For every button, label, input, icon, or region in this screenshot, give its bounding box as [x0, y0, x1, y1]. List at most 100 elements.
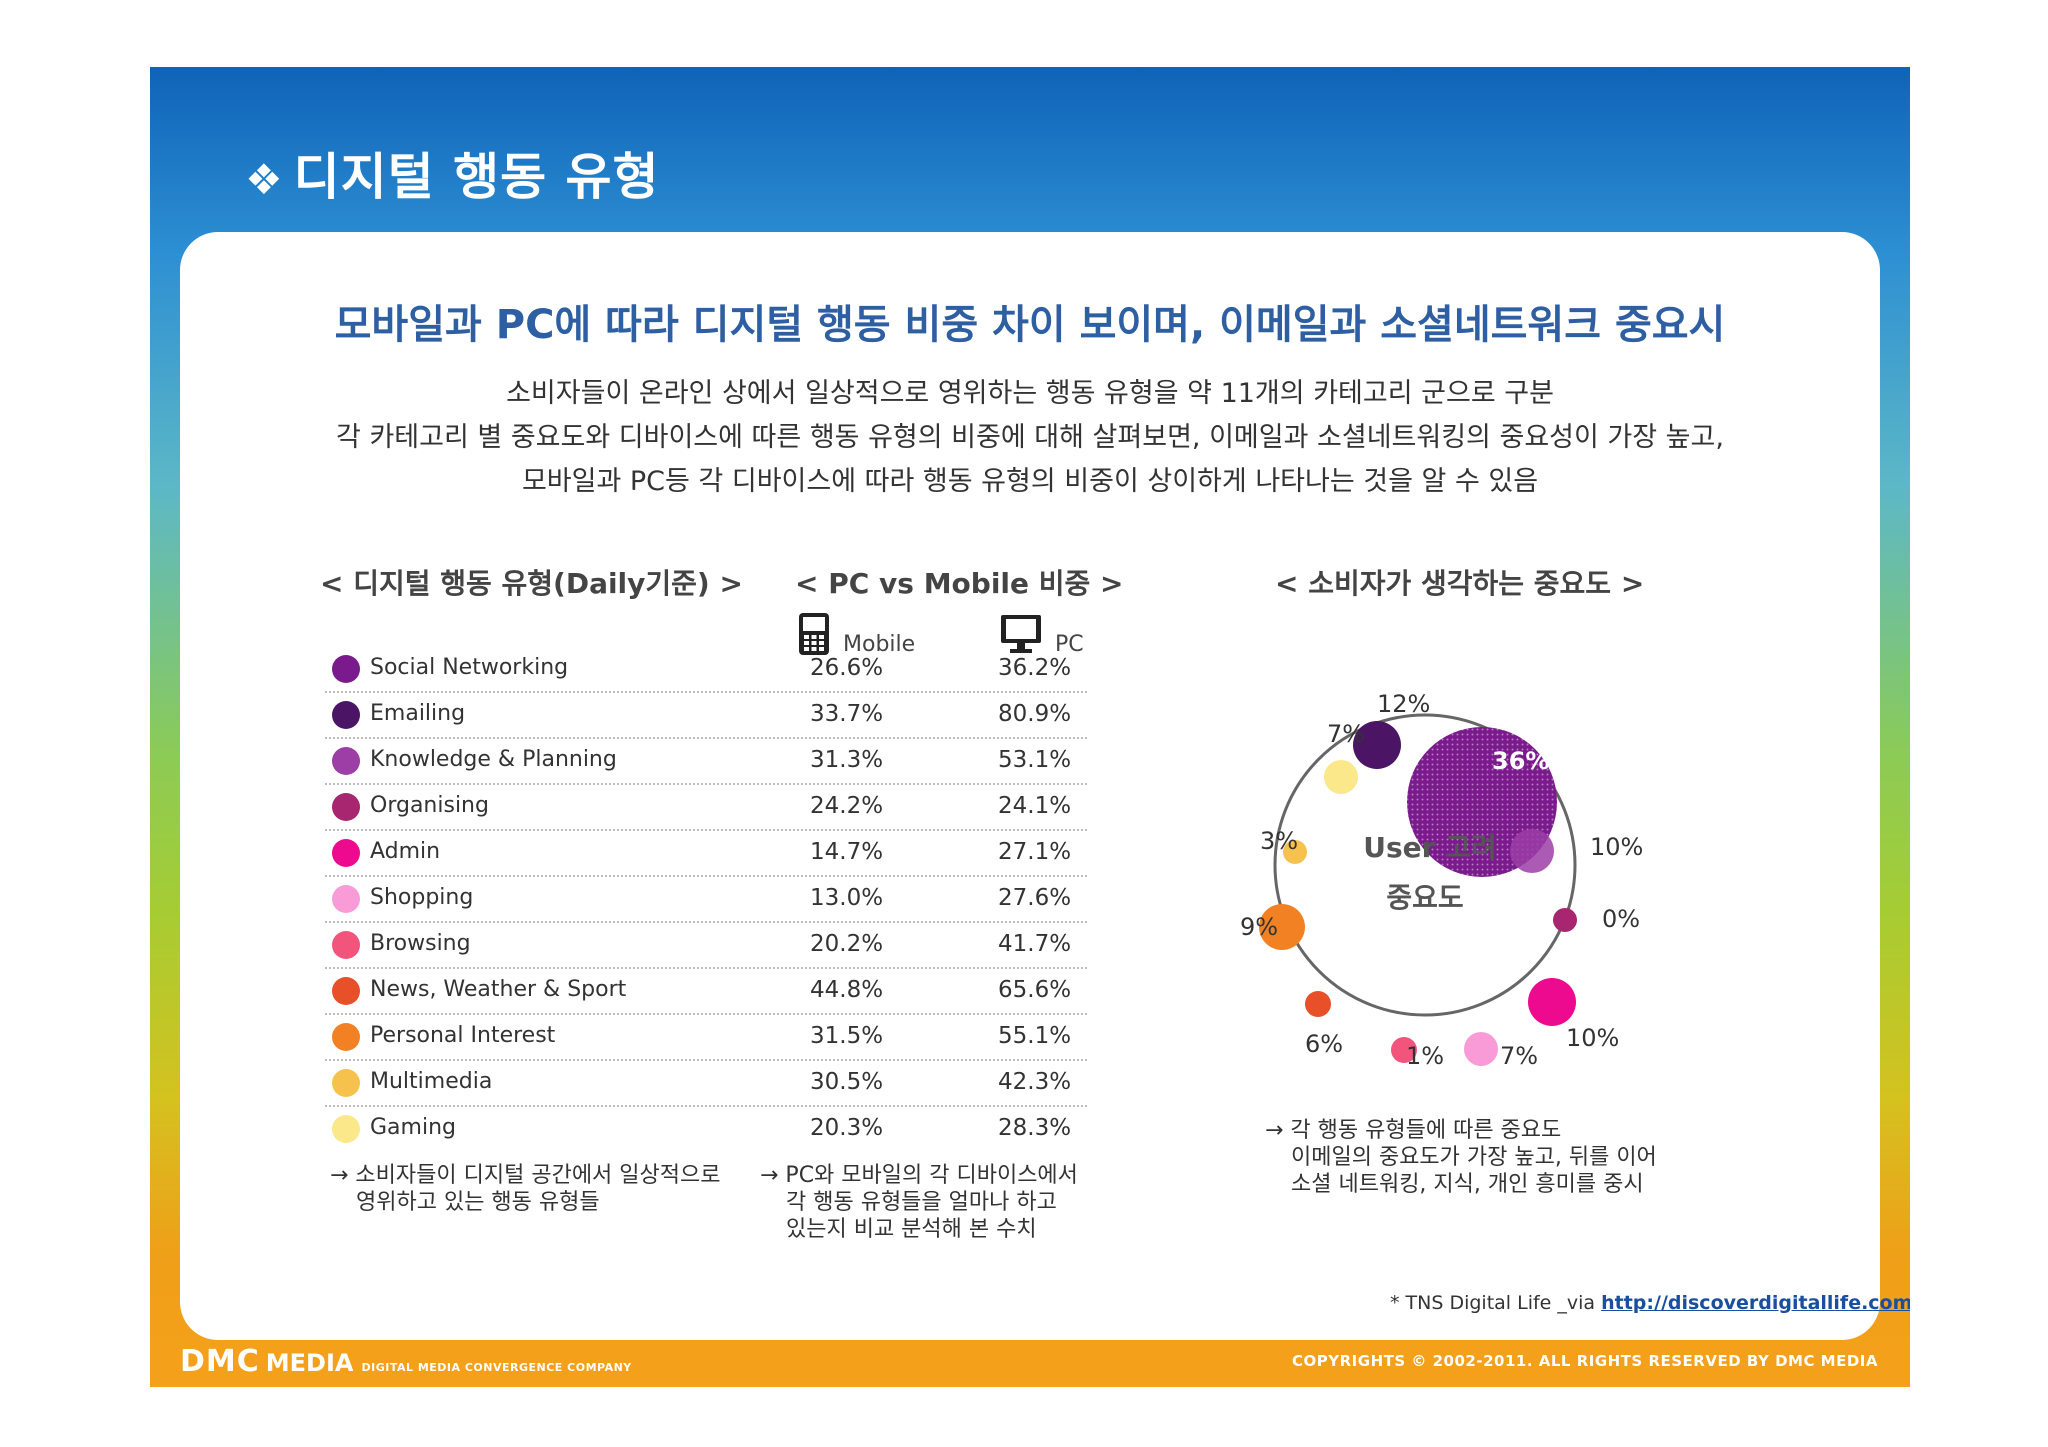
category-color-dot [332, 1069, 360, 1097]
source-link[interactable]: http://discoverdigitallife.com [1601, 1292, 1910, 1314]
intro-line: 모바일과 PC등 각 디바이스에 따라 행동 유형의 비중이 상이하게 나타나는… [521, 466, 1539, 497]
table-row: Shopping 13.0% 27.6% [325, 877, 1087, 923]
intro-line: 소비자들이 온라인 상에서 일상적으로 영위하는 행동 유형을 약 11개의 카… [506, 378, 1554, 409]
importance-value-label: 10% [1566, 1024, 1619, 1052]
table-row: Organising 24.2% 24.1% [325, 785, 1087, 831]
category-color-dot [332, 977, 360, 1005]
pc-monitor-icon [1001, 615, 1041, 653]
note-line: 영위하고 있는 행동 유형들 [356, 1190, 600, 1215]
note-importance: → 각 행동 유형들에 따른 중요도 이메일의 중요도가 가장 높고, 뒤를 이… [1265, 1117, 1657, 1198]
note-line: → 각 행동 유형들에 따른 중요도 [1265, 1118, 1562, 1143]
importance-value-label: 7% [1327, 720, 1365, 748]
mobile-value: 33.7% [810, 701, 884, 727]
note-line: 소셜 네트워킹, 지식, 개인 흥미를 중시 [1291, 1172, 1644, 1197]
footer-logo: DMC MEDIA DIGITAL MEDIA CONVERGENCE COMPAN… [180, 1344, 632, 1379]
mobile-value: 13.0% [810, 885, 884, 911]
headline: 모바일과 PC에 따라 디지털 행동 비중 차이 보이며, 이메일과 소셜네트워… [334, 302, 1726, 348]
slide: ❖ 디지털 행동 유형 모바일과 PC에 따라 디지털 행동 비중 차이 보이며,… [150, 67, 1910, 1387]
importance-bubble [1391, 1037, 1417, 1063]
note-pc-vs-mobile: → PC와 모바일의 각 디바이스에서 각 행동 유형들을 얼마나 하고 있는지… [760, 1162, 1078, 1243]
content-panel: 모바일과 PC에 따라 디지털 행동 비중 차이 보이며, 이메일과 소셜네트워… [180, 232, 1910, 1340]
logo-dmc: DMC [180, 1344, 260, 1379]
logo-tagline: DIGITAL MEDIA CONVERGENCE COMPANY [361, 1361, 632, 1374]
source-prefix: * TNS Digital Life _via [1390, 1292, 1602, 1314]
table-row: Gaming 20.3% 28.3% [325, 1107, 1087, 1151]
category-color-dot [332, 1023, 360, 1051]
category-color-dot [332, 701, 360, 729]
pc-value: 27.1% [998, 839, 1072, 865]
mobile-value: 20.2% [810, 931, 884, 957]
intro-line: 각 카테고리 별 중요도와 디바이스에 따른 행동 유형의 비중에 대해 살펴보… [336, 422, 1724, 453]
mobile-value: 31.5% [810, 1023, 884, 1049]
importance-value-label: 1% [1406, 1042, 1444, 1070]
table-row: Emailing 33.7% 80.9% [325, 693, 1087, 739]
category-color-dot [332, 931, 360, 959]
importance-value-label: 9% [1240, 913, 1278, 941]
source-credit: * TNS Digital Life _via http://discoverd… [1390, 1292, 1910, 1314]
importance-value-label: 3% [1260, 827, 1298, 855]
table-row: Browsing 20.2% 41.7% [325, 923, 1087, 969]
importance-value-label: 6% [1305, 1030, 1343, 1058]
importance-bubble [1553, 908, 1577, 932]
importance-bubble [1528, 978, 1576, 1026]
note-line: 각 행동 유형들을 얼마나 하고 [786, 1190, 1057, 1215]
pc-column-header: PC [1055, 632, 1084, 657]
section-title-behavior: < 디지털 행동 유형(Daily기준) > [320, 567, 743, 600]
importance-value-label: 0% [1602, 905, 1640, 933]
pc-value: 65.6% [998, 977, 1072, 1003]
importance-bubble [1464, 1032, 1498, 1066]
pc-value: 42.3% [998, 1069, 1072, 1095]
pc-value: 80.9% [998, 701, 1072, 727]
category-name: Admin [370, 839, 441, 864]
section-title-importance: < 소비자가 생각하는 중요도 > [1275, 567, 1645, 600]
section-title-pc-vs-mobile: < PC vs Mobile 비중 > [795, 567, 1124, 600]
note-line: 이메일의 중요도가 가장 높고, 뒤를 이어 [1291, 1145, 1657, 1170]
importance-value-label: 7% [1500, 1042, 1538, 1070]
importance-ring [1273, 713, 1577, 1017]
behavior-table: Social Networking 26.6% 36.2% Emailing 33.7… [325, 647, 1087, 1151]
category-name: News, Weather & Sport [370, 977, 627, 1002]
pc-value: 53.1% [998, 747, 1072, 773]
category-name: Social Networking [370, 655, 569, 680]
importance-value-label: 36% [1492, 747, 1549, 775]
importance-bubble [1283, 840, 1307, 864]
category-color-dot [332, 885, 360, 913]
slide-title-text: 디지털 행동 유형 [293, 148, 660, 206]
table-row: Personal Interest 31.5% 55.1% [325, 1015, 1087, 1061]
category-color-dot [332, 839, 360, 867]
note-line: → PC와 모바일의 각 디바이스에서 [760, 1163, 1078, 1188]
mobile-column-header: Mobile [843, 632, 916, 657]
mobile-value: 44.8% [810, 977, 884, 1003]
importance-bubble [1259, 904, 1305, 950]
importance-bubble-chart: 36% 12% 10% 0% 10% 7% 1% 6% 9% 3% 7% User 고려 중요도 [1240, 690, 1643, 1070]
mobile-value: 31.3% [810, 747, 884, 773]
slide-title: ❖ 디지털 행동 유형 [245, 137, 659, 209]
category-name: Gaming [370, 1115, 456, 1140]
pc-value: 27.6% [998, 885, 1072, 911]
ring-center-label-line2: 중요도 [1386, 881, 1463, 914]
ring-center-label-line1: User 고려 [1363, 831, 1496, 864]
pc-value: 36.2% [998, 655, 1072, 681]
mobile-value: 30.5% [810, 1069, 884, 1095]
importance-bubble [1305, 991, 1331, 1017]
diamond-bullet-icon: ❖ [245, 155, 284, 204]
pc-value: 41.7% [998, 931, 1072, 957]
table-row: Multimedia 30.5% 42.3% [325, 1061, 1087, 1107]
mobile-value: 24.2% [810, 793, 884, 819]
mobile-value: 20.3% [810, 1115, 884, 1141]
category-color-dot [332, 793, 360, 821]
category-name: Organising [370, 793, 489, 818]
pc-value: 55.1% [998, 1023, 1072, 1049]
category-name: Personal Interest [370, 1023, 556, 1048]
note-behavior: → 소비자들이 디지털 공간에서 일상적으로 영위하고 있는 행동 유형들 [330, 1162, 721, 1216]
mobile-phone-icon [799, 613, 829, 655]
category-color-dot [332, 1115, 360, 1143]
category-color-dot [332, 655, 360, 683]
importance-value-label: 12% [1377, 690, 1430, 718]
mobile-value: 26.6% [810, 655, 884, 681]
table-row: Knowledge & Planning 31.3% 53.1% [325, 739, 1087, 785]
category-name: Multimedia [370, 1069, 493, 1094]
importance-bubble [1324, 760, 1358, 794]
importance-bubble [1510, 829, 1554, 873]
logo-media: MEDIA [265, 1349, 354, 1377]
